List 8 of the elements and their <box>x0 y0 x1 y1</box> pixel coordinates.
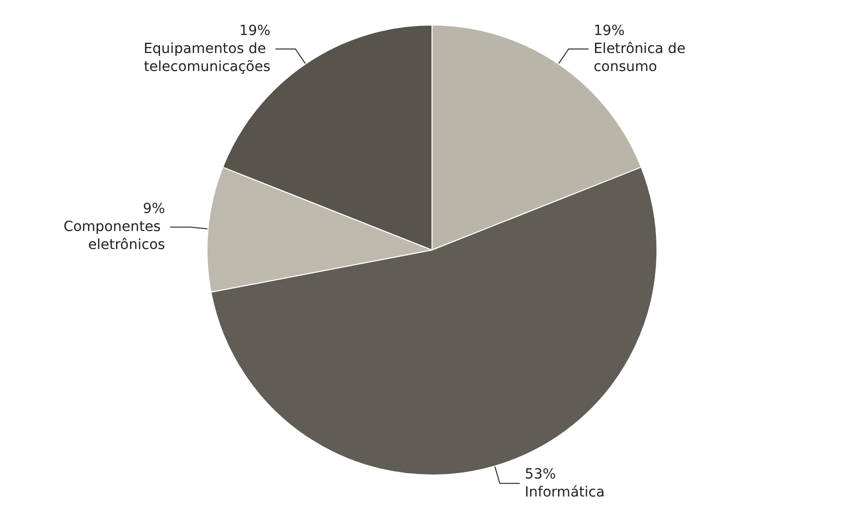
data-label: 9% <box>142 201 166 218</box>
data-label: 19% <box>594 23 625 40</box>
slice-label: Eletrônica de consumo <box>594 41 690 76</box>
slice-label: Informática <box>524 484 605 500</box>
data-label: 19% <box>239 23 270 40</box>
data-label: 53% <box>524 466 556 482</box>
slice-label: Componentes eletrônicos <box>63 219 166 254</box>
slice-label: Equipamentos de telecomunicações <box>144 41 270 76</box>
